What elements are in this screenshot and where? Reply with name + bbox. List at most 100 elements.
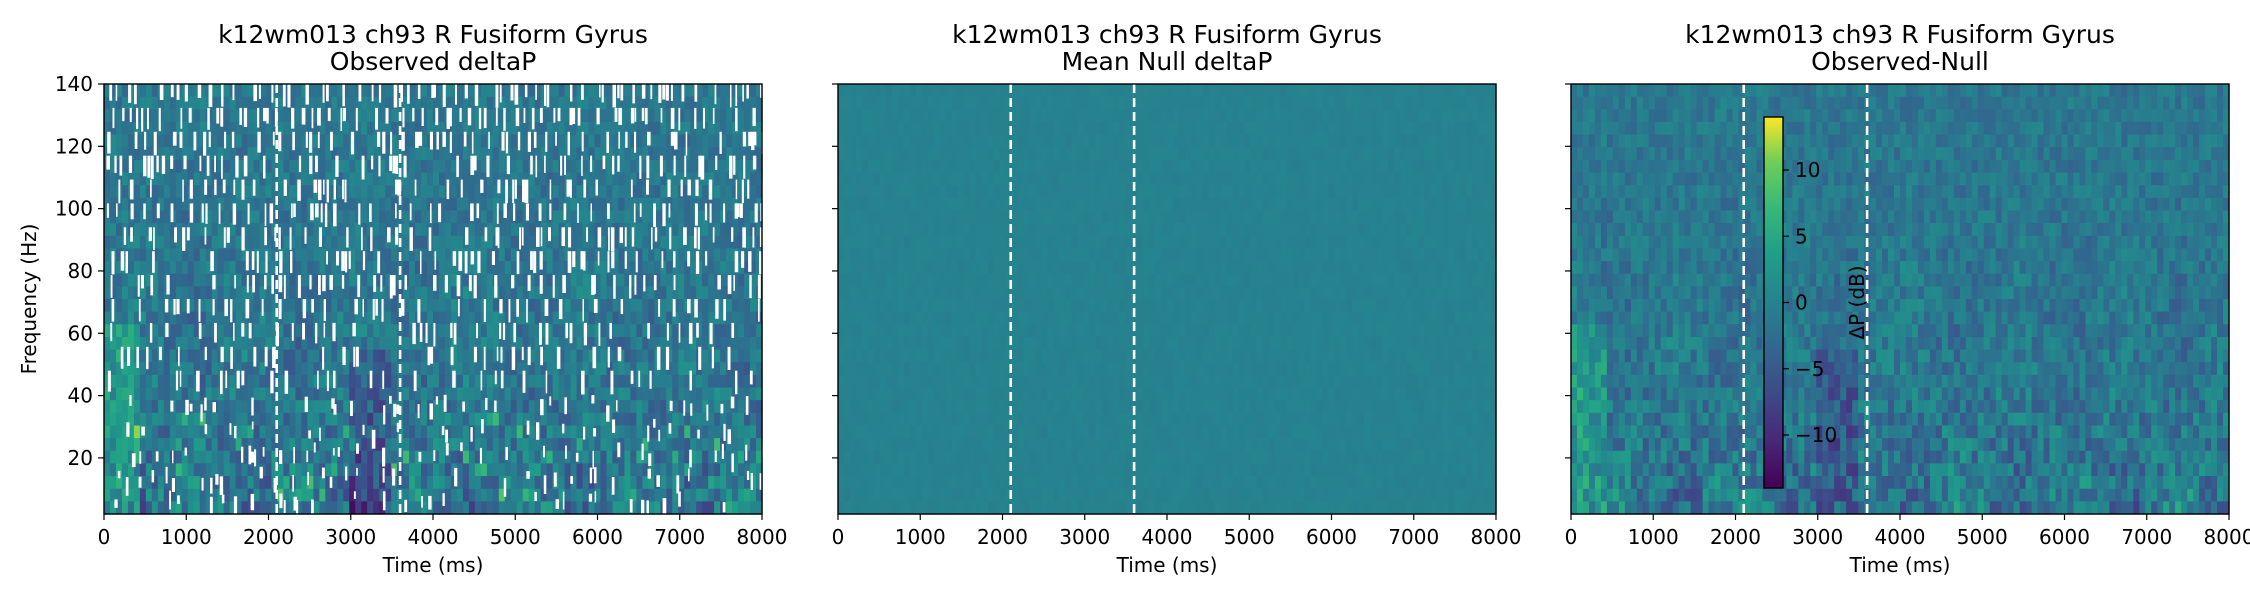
heatmap-cell [349,223,356,237]
heatmap-cell [139,387,147,401]
heatmap-cell [861,488,869,502]
heatmap-cell [343,387,350,401]
heatmap-cell [241,84,249,98]
heatmap-cell [702,299,709,313]
heatmap-cell [660,223,667,237]
mask-gap [264,227,267,246]
heatmap-cell [403,438,410,452]
mask-gap [633,203,636,223]
mask-gap [569,322,573,344]
mask-gap [259,466,263,479]
heatmap-cell [289,286,297,300]
heatmap-cell [415,412,422,427]
heatmap-cell [891,172,899,186]
mask-gap [435,396,439,405]
heatmap-cell [618,425,626,439]
mask-gap [322,275,326,292]
heatmap-cell [838,450,845,465]
heatmap-cell [480,248,488,262]
mask-gap [654,227,658,242]
mask-gap [752,227,755,248]
heatmap-cell [259,286,267,300]
heatmap-cell [247,299,255,313]
heatmap-cell [307,438,314,452]
heatmap-cell [325,311,332,325]
heatmap-cell [492,362,500,376]
heatmap-cell [397,286,404,300]
heatmap-cell [838,412,845,427]
heatmap-cell [873,109,881,123]
heatmap-cell [133,185,141,199]
mask-gap [495,84,499,108]
heatmap-cell [217,121,225,136]
mask-gap [335,155,339,177]
mask-gap [705,251,708,266]
heatmap-cell [331,412,338,427]
heatmap-cell [211,223,219,237]
mask-gap [153,131,157,156]
heatmap-cell [867,425,875,439]
heatmap-cell [379,425,386,439]
heatmap-cell [229,121,237,136]
heatmap-cell [163,223,171,237]
mask-gap [436,131,439,150]
heatmap-cell [642,172,649,186]
heatmap-cell [133,223,141,237]
heatmap-cell [391,374,398,389]
heatmap-cell [205,286,213,300]
mask-gap [438,203,442,223]
heatmap-cell [229,109,237,123]
heatmap-cell [283,96,291,110]
heatmap-cell [115,387,123,401]
mask-gap [761,443,765,457]
heatmap-cell [127,476,135,490]
mask-gap [517,131,521,151]
mask-gap [496,346,499,361]
heatmap-cell [271,261,279,275]
mask-gap [433,84,436,98]
heatmap-cell [510,311,518,325]
heatmap-cell [367,121,374,136]
heatmap-cell [516,362,524,376]
mask-gap [544,155,546,173]
heatmap-cell [654,488,661,502]
heatmap-cell [838,159,845,174]
heatmap-cell [720,235,727,250]
heatmap-cell [867,362,875,376]
mask-gap [264,203,267,226]
heatmap-cell [540,412,548,427]
heatmap-cell [331,109,338,123]
heatmap-cell [558,488,566,502]
heatmap-cell [403,336,410,351]
heatmap-cell [456,159,464,174]
heatmap-cell [468,336,476,351]
heatmap-cell [133,501,141,515]
heatmap-cell [456,324,464,338]
heatmap-cell [217,223,225,237]
mask-gap [680,179,683,197]
heatmap-cell [127,286,135,300]
heatmap-cell [849,299,857,313]
heatmap-cell [217,387,225,401]
heatmap-cell [618,450,626,465]
heatmap-cell [307,235,314,250]
heatmap-cell [897,450,905,465]
mask-gap [319,427,321,441]
heatmap-cell [708,273,715,287]
mask-gap [476,322,478,339]
mask-gap [138,476,142,488]
heatmap-cell [259,400,267,414]
heatmap-cell [157,96,165,110]
heatmap-cell [570,501,578,515]
heatmap-cell [510,425,518,439]
heatmap-cell [849,362,857,376]
heatmap-cell [319,109,326,123]
heatmap-cell [462,210,470,224]
heatmap-cell [660,488,667,502]
heatmap-cell [540,261,548,275]
heatmap-cell [492,185,500,199]
mask-gap [401,131,405,151]
heatmap-cell [474,159,482,174]
heatmap-cell [421,374,428,389]
heatmap-cell [181,311,189,325]
